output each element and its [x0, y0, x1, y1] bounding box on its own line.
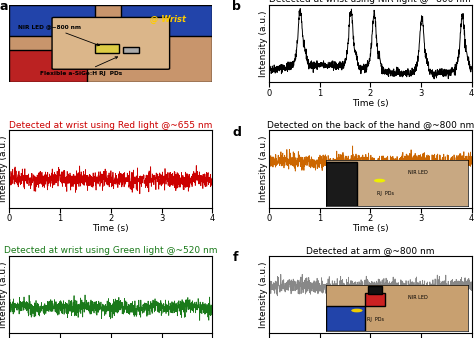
Text: d: d [232, 126, 241, 139]
FancyBboxPatch shape [9, 5, 212, 82]
Text: @ Wrist: @ Wrist [150, 15, 186, 24]
FancyBboxPatch shape [123, 47, 139, 53]
Title: Detected on the back of the hand @~800 nm: Detected on the back of the hand @~800 n… [267, 121, 474, 129]
Y-axis label: Intensity (a.u.): Intensity (a.u.) [258, 261, 267, 328]
Y-axis label: Intensity (a.u.): Intensity (a.u.) [0, 261, 8, 328]
Text: f: f [232, 251, 238, 264]
Title: Detected at wrist using Green light @~520 nm: Detected at wrist using Green light @~52… [4, 246, 218, 255]
Text: b: b [232, 0, 241, 14]
Text: NIR LED @~800 nm: NIR LED @~800 nm [18, 24, 99, 46]
Title: Detected at arm @~800 nm: Detected at arm @~800 nm [306, 246, 435, 255]
X-axis label: Time (s): Time (s) [352, 99, 389, 108]
FancyBboxPatch shape [9, 5, 95, 36]
FancyBboxPatch shape [95, 44, 119, 53]
Title: Detected at wrist using Red light @~655 nm: Detected at wrist using Red light @~655 … [9, 121, 212, 129]
Y-axis label: Intensity (a.u.): Intensity (a.u.) [258, 136, 267, 202]
Y-axis label: Intensity (a.u.): Intensity (a.u.) [0, 136, 8, 202]
Y-axis label: Intensity (a.u.): Intensity (a.u.) [258, 10, 267, 77]
Title: Detected at wrist using NIR light @~800 nm: Detected at wrist using NIR light @~800 … [269, 0, 471, 4]
Text: Flexible a-SiGe:H RJ  PDs: Flexible a-SiGe:H RJ PDs [40, 57, 122, 76]
X-axis label: Time (s): Time (s) [92, 224, 129, 233]
FancyBboxPatch shape [52, 18, 170, 69]
X-axis label: Time (s): Time (s) [352, 224, 389, 233]
FancyBboxPatch shape [121, 5, 212, 36]
Text: a: a [0, 0, 8, 14]
FancyBboxPatch shape [9, 50, 86, 82]
